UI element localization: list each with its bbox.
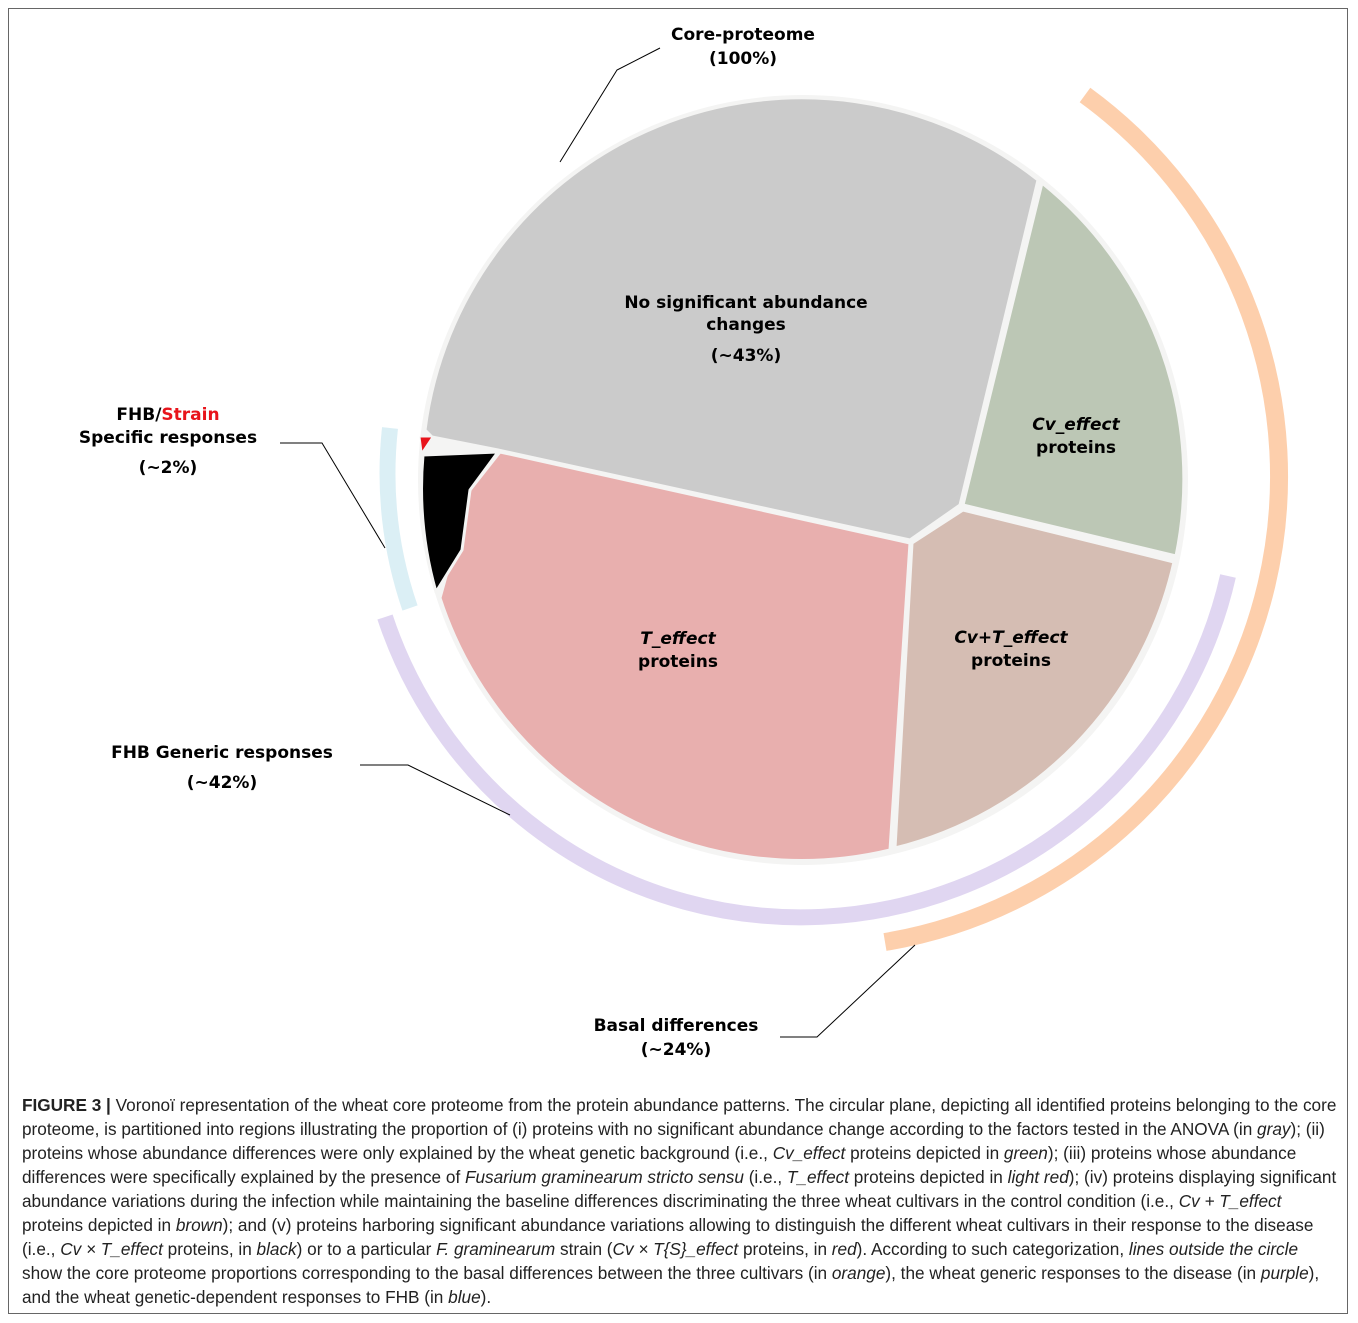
label: Core-proteome — [671, 25, 815, 45]
leader-line — [559, 47, 661, 163]
caption-text: Voronoï representation of the wheat core… — [22, 1095, 1337, 1139]
region-label: proteins — [638, 652, 718, 672]
caption-text: proteins, in — [162, 1239, 257, 1259]
blue-arc — [379, 427, 418, 611]
caption-text: lines outside the circle — [1128, 1239, 1299, 1259]
caption-text: Cv × T_effect — [60, 1239, 163, 1259]
caption-text: proteins depicted in — [845, 1143, 1004, 1163]
caption-text: strain ( — [555, 1239, 613, 1259]
label: Specific responses — [79, 428, 257, 448]
caption-text: orange — [831, 1263, 886, 1283]
caption-text: proteins depicted in — [22, 1215, 176, 1235]
caption-text: ); and (v) proteins harboring significan… — [22, 1215, 1314, 1259]
caption-text: blue — [448, 1287, 481, 1307]
caption-text: proteins, in — [738, 1239, 832, 1259]
region-label: T_effect — [640, 629, 716, 649]
caption-text: proteins depicted in — [849, 1167, 1008, 1187]
caption-text: (i.e., — [743, 1167, 787, 1187]
caption-text: Fusarium graminearum stricto sensu — [465, 1167, 744, 1187]
caption-text: FIGURE 3 | — [22, 1095, 116, 1115]
caption-text: Cv_effect — [772, 1143, 846, 1163]
region-label: Cv+T_effect — [954, 628, 1068, 648]
leader-line — [780, 944, 916, 1038]
caption-text: purple — [1260, 1263, 1309, 1283]
caption-text: ). — [480, 1287, 492, 1307]
label-part: FHB/ — [116, 405, 162, 425]
leader-line — [360, 764, 511, 816]
region-label: No significant abundance — [624, 293, 867, 313]
black-region — [420, 450, 500, 594]
label: FHB/Strain — [116, 405, 219, 425]
caption-text: green — [1003, 1143, 1048, 1163]
purple-arc — [377, 574, 1236, 926]
gray-region — [423, 96, 1040, 542]
figure-frame — [8, 8, 1348, 1314]
label: Basal differences — [594, 1016, 759, 1036]
caption-text: red — [831, 1239, 857, 1259]
region-label: Cv_effect — [1032, 415, 1120, 435]
region-label: changes — [706, 315, 786, 335]
caption-text: light red — [1007, 1167, 1069, 1187]
leader-line — [280, 442, 386, 549]
brown-region — [893, 508, 1176, 850]
red-region — [419, 436, 433, 453]
label-part: Strain — [161, 405, 219, 425]
caption-text: F. graminearum — [436, 1239, 556, 1259]
voronoi-diagram: Core-proteome (100%) FHB/Strain Specific… — [79, 25, 1289, 1060]
label: (~24%) — [641, 1040, 711, 1060]
label: (100%) — [709, 49, 777, 69]
caption-text: ); (iv) proteins displaying significant … — [22, 1167, 1337, 1211]
caption-text: black — [256, 1239, 297, 1259]
caption-text: ), the wheat generic responses to the di… — [885, 1263, 1261, 1283]
caption-text: T_effect — [786, 1167, 850, 1187]
pink-region — [438, 450, 912, 862]
caption-text: ); (ii) proteins whose abundance differe… — [22, 1119, 1325, 1163]
caption-text: Cv × T{S}_effect — [612, 1239, 739, 1259]
figure-caption: FIGURE 3 | Voronoï representation of the… — [22, 1093, 1340, 1309]
orange-arc — [883, 87, 1289, 951]
green-region — [961, 181, 1186, 558]
caption-text: ) or to a particular — [296, 1239, 437, 1259]
caption-text: ), and the wheat genetic-dependent respo… — [22, 1263, 1320, 1307]
label: FHB Generic responses — [111, 743, 333, 763]
region-label: (~43%) — [711, 346, 781, 366]
caption-text: ); (iii) proteins whose abundance differ… — [22, 1143, 1297, 1187]
caption-text: gray — [1257, 1119, 1291, 1139]
caption-text: show the core proteome proportions corre… — [22, 1263, 832, 1283]
caption-text: brown — [175, 1215, 223, 1235]
region-label: proteins — [1036, 438, 1116, 458]
caption-text: ). According to such categorization, — [856, 1239, 1129, 1259]
caption-text: Cv + T_effect — [1178, 1191, 1282, 1211]
label: (~42%) — [187, 773, 257, 793]
label: (~2%) — [139, 458, 198, 478]
region-label: proteins — [971, 651, 1051, 671]
